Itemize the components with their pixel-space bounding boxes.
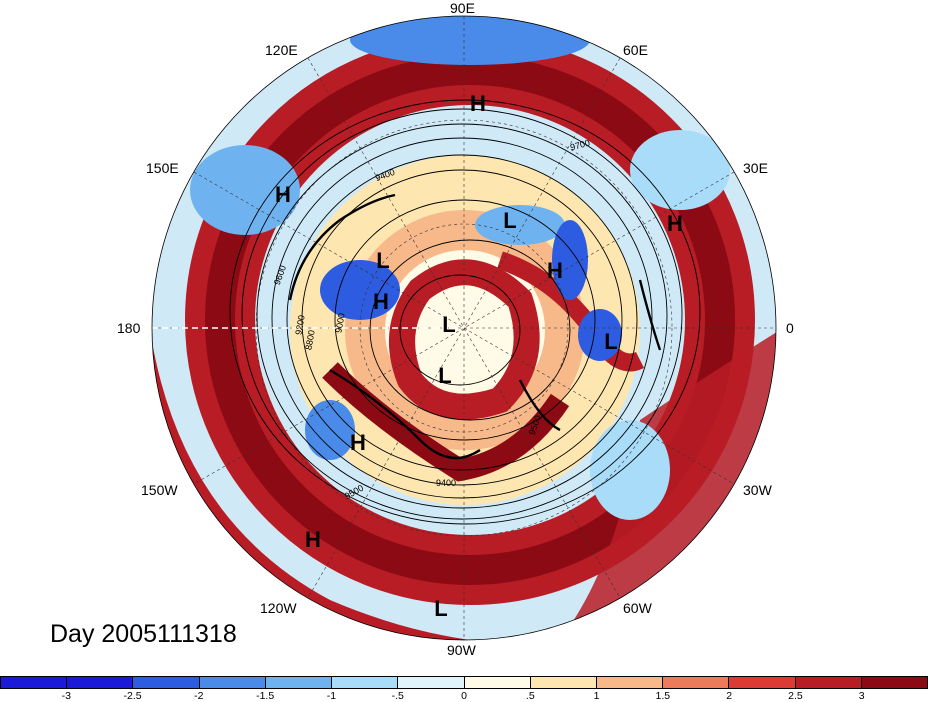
colorbar-swatch bbox=[663, 677, 730, 688]
lon-label-180: 180 bbox=[117, 320, 141, 336]
colorbar-swatch bbox=[133, 677, 200, 688]
lon-label-150e: 150E bbox=[146, 160, 179, 176]
lon-label-60e: 60E bbox=[623, 42, 648, 58]
date-title: Day 2005111318 bbox=[50, 620, 237, 648]
colorbar-swatch bbox=[596, 677, 664, 688]
lon-label-120e: 120E bbox=[265, 42, 298, 58]
lon-label-90e: 90E bbox=[450, 0, 475, 16]
colorbar-tick-label: 0 bbox=[461, 690, 467, 702]
high-center: H bbox=[373, 289, 389, 314]
jet-contours bbox=[288, 193, 662, 460]
lon-label-90w: 90W bbox=[447, 642, 476, 658]
high-center: H bbox=[350, 430, 366, 455]
lon-label-150w: 150W bbox=[141, 482, 178, 498]
low-center: L bbox=[438, 363, 452, 388]
colorbar-tick-label: 1 bbox=[593, 690, 600, 702]
colorbar-tick-label: 1.5 bbox=[655, 690, 671, 702]
colorbar-tick-label: -2 bbox=[194, 690, 204, 702]
low-center: L bbox=[376, 248, 390, 273]
colorbar-tick-label: 2.5 bbox=[788, 690, 803, 702]
high-center: H bbox=[305, 527, 321, 552]
colorbar-tick-label: 2 bbox=[726, 690, 733, 702]
lon-label-30w: 30W bbox=[743, 482, 772, 498]
colorbar-tick-label: -2.5 bbox=[123, 690, 142, 702]
colorbar-swatch bbox=[795, 677, 862, 688]
colorbar-swatch bbox=[67, 677, 134, 688]
lon-label-60w: 60W bbox=[623, 600, 652, 616]
field-shading bbox=[152, 16, 776, 640]
low-center: L bbox=[503, 208, 517, 233]
colorbar bbox=[0, 676, 928, 689]
colorbar-tick-label: 3 bbox=[858, 690, 865, 702]
lon-label-30e: 30E bbox=[743, 160, 768, 176]
colorbar-tick-label: -3 bbox=[61, 690, 71, 702]
colorbar-tick-label: .5 bbox=[525, 690, 535, 702]
colorbar-swatch bbox=[1, 677, 68, 688]
colorbar-swatch bbox=[464, 677, 531, 688]
height-contours bbox=[229, 99, 701, 525]
colorbar-tick-label: -1.5 bbox=[256, 690, 275, 702]
high-center: H bbox=[667, 211, 683, 236]
lon-label-120w: 120W bbox=[260, 600, 297, 616]
colorbar-tick-label: -1 bbox=[326, 690, 337, 702]
colorbar-swatch bbox=[861, 677, 928, 688]
colorbar-swatch bbox=[398, 677, 465, 688]
high-center: H bbox=[275, 182, 291, 207]
colorbar-swatch bbox=[199, 677, 266, 688]
low-center: L bbox=[434, 596, 448, 621]
lon-label-0: 0 bbox=[786, 320, 794, 336]
colorbar-swatch bbox=[332, 677, 399, 688]
high-center: H bbox=[470, 91, 486, 116]
high-center: H bbox=[547, 258, 563, 283]
colorbar-tick-label: -.5 bbox=[391, 690, 404, 702]
low-center: L bbox=[604, 329, 618, 354]
map-boundary bbox=[151, 15, 777, 641]
colorbar-swatch bbox=[530, 677, 597, 688]
low-center: L bbox=[442, 312, 456, 337]
colorbar-swatch bbox=[265, 677, 333, 688]
colorbar-swatch bbox=[729, 677, 796, 688]
contour-label: 9400 bbox=[436, 478, 457, 488]
